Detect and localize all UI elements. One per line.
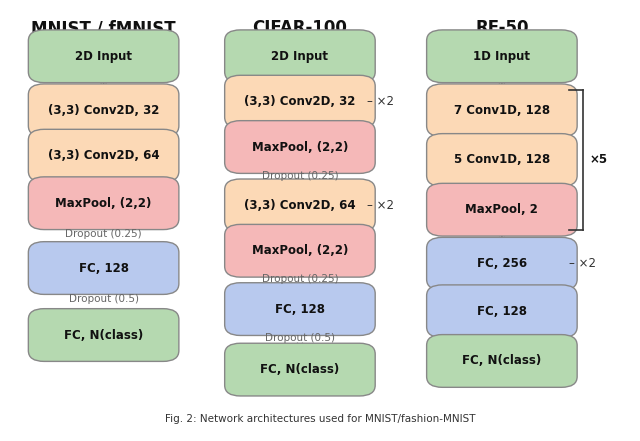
FancyBboxPatch shape <box>427 84 577 137</box>
Text: FC, 128: FC, 128 <box>79 262 129 275</box>
Text: FC, 128: FC, 128 <box>275 303 325 316</box>
Text: FC, 256: FC, 256 <box>477 257 527 270</box>
Text: RF-50: RF-50 <box>475 19 529 37</box>
Text: 2D Input: 2D Input <box>75 50 132 63</box>
Text: MaxPool, (2,2): MaxPool, (2,2) <box>252 244 348 257</box>
Text: 1D Input: 1D Input <box>474 50 531 63</box>
FancyBboxPatch shape <box>225 343 375 396</box>
Text: MaxPool, (2,2): MaxPool, (2,2) <box>56 197 152 210</box>
FancyBboxPatch shape <box>225 283 375 336</box>
FancyBboxPatch shape <box>225 121 375 173</box>
Text: 2D Input: 2D Input <box>271 50 328 63</box>
Text: – ×2: – ×2 <box>367 95 394 108</box>
Text: – ×2: – ×2 <box>569 257 596 270</box>
FancyBboxPatch shape <box>225 75 375 128</box>
FancyBboxPatch shape <box>427 134 577 187</box>
Text: 5 Conv1D, 128: 5 Conv1D, 128 <box>454 153 550 167</box>
Text: ×5: ×5 <box>589 153 607 167</box>
Text: – ×2: – ×2 <box>367 199 394 212</box>
Text: (3,3) Conv2D, 32: (3,3) Conv2D, 32 <box>244 95 356 108</box>
FancyBboxPatch shape <box>28 177 179 230</box>
Text: (3,3) Conv2D, 32: (3,3) Conv2D, 32 <box>48 104 159 117</box>
Text: Fig. 2: Network architectures used for MNIST/fashion-MNIST: Fig. 2: Network architectures used for M… <box>164 414 476 424</box>
Text: MaxPool, 2: MaxPool, 2 <box>465 203 538 216</box>
Text: FC, N(class): FC, N(class) <box>462 355 541 367</box>
Text: Dropout (0.25): Dropout (0.25) <box>262 274 339 284</box>
Text: Dropout (0.25): Dropout (0.25) <box>65 229 142 239</box>
FancyBboxPatch shape <box>28 242 179 295</box>
FancyBboxPatch shape <box>28 309 179 361</box>
Text: FC, 128: FC, 128 <box>477 305 527 318</box>
Text: (3,3) Conv2D, 64: (3,3) Conv2D, 64 <box>244 199 356 212</box>
FancyBboxPatch shape <box>225 30 375 82</box>
FancyBboxPatch shape <box>427 237 577 290</box>
FancyBboxPatch shape <box>225 224 375 277</box>
FancyBboxPatch shape <box>427 285 577 338</box>
Text: Dropout (0.5): Dropout (0.5) <box>68 294 139 304</box>
Text: MNIST / fMNIST: MNIST / fMNIST <box>31 19 176 37</box>
FancyBboxPatch shape <box>225 179 375 232</box>
FancyBboxPatch shape <box>427 30 577 82</box>
Text: MaxPool, (2,2): MaxPool, (2,2) <box>252 141 348 153</box>
FancyBboxPatch shape <box>28 30 179 82</box>
FancyBboxPatch shape <box>28 129 179 182</box>
Text: Dropout (0.5): Dropout (0.5) <box>265 333 335 343</box>
Text: CIFAR-100: CIFAR-100 <box>253 19 348 37</box>
Text: Dropout (0.25): Dropout (0.25) <box>262 171 339 180</box>
FancyBboxPatch shape <box>28 84 179 137</box>
Text: 7 Conv1D, 128: 7 Conv1D, 128 <box>454 104 550 117</box>
Text: FC, N(class): FC, N(class) <box>64 329 143 341</box>
FancyBboxPatch shape <box>427 183 577 236</box>
Text: (3,3) Conv2D, 64: (3,3) Conv2D, 64 <box>48 149 159 162</box>
Text: FC, N(class): FC, N(class) <box>260 363 340 376</box>
FancyBboxPatch shape <box>427 335 577 387</box>
